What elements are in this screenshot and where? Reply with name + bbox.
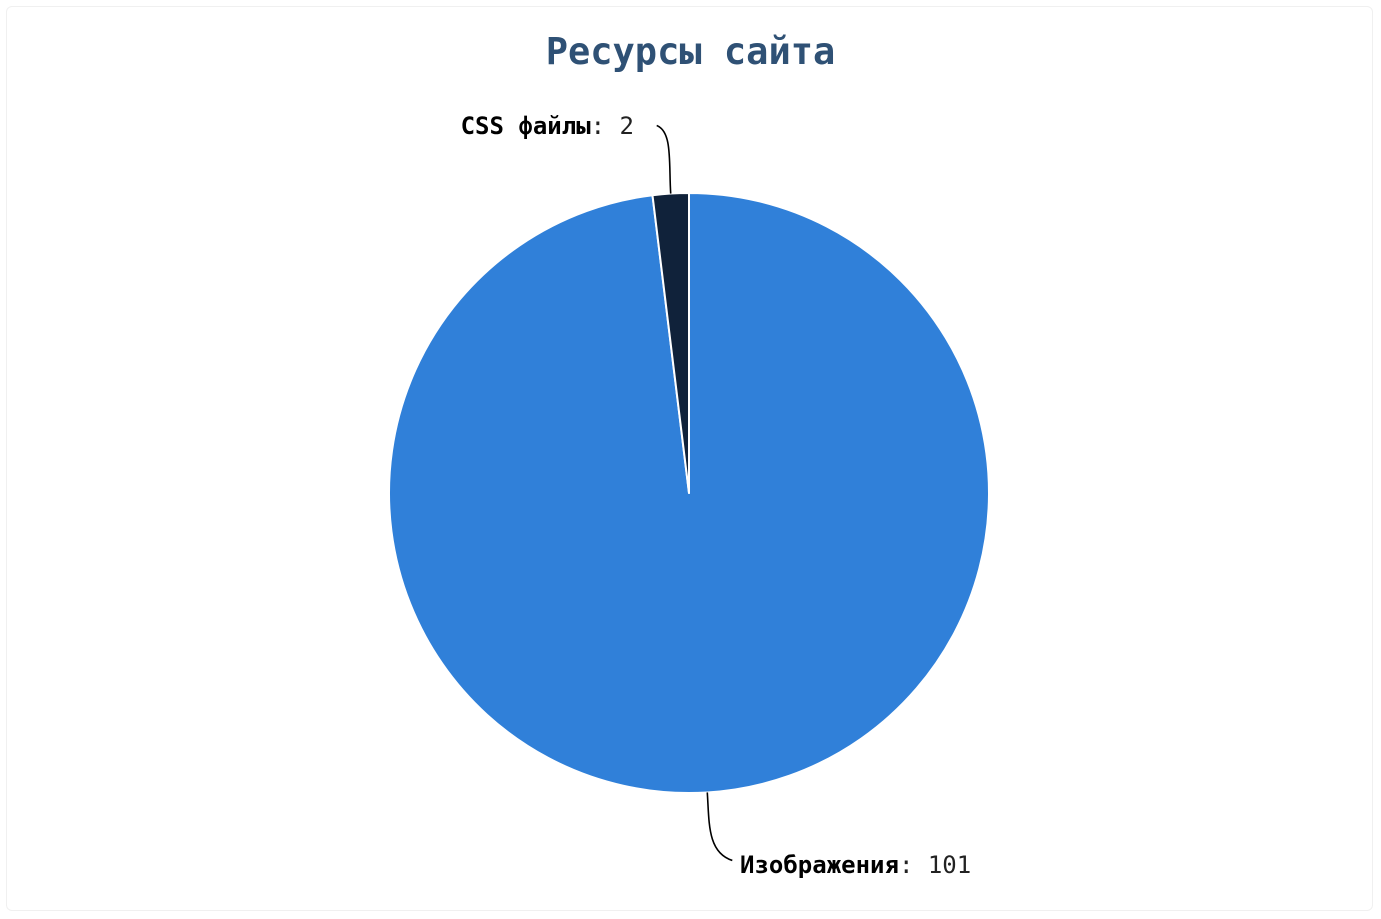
- chart-frame: [6, 6, 1373, 911]
- slice-label-1: Изображения: 101: [740, 851, 971, 879]
- pie-slice-2[interactable]: [651, 192, 690, 494]
- pie-slices: [388, 192, 990, 794]
- label-connector-2: [656, 124, 672, 194]
- slice-label-value: : 2: [591, 112, 634, 140]
- slice-label-value: : 101: [899, 851, 971, 879]
- label-connector-1: [706, 792, 733, 862]
- slice-label-2: CSS файлы: 2: [461, 112, 634, 140]
- slice-label-name: Изображения: [740, 851, 899, 879]
- chart-title: Ресурсы сайта: [545, 30, 836, 73]
- label-connectors: [656, 124, 733, 862]
- slice-labels: Изображения: 101 CSS файлы: 2: [461, 112, 972, 879]
- slice-label-name: CSS файлы: [461, 112, 592, 140]
